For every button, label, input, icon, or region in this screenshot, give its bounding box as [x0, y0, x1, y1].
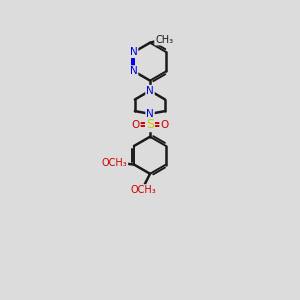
Text: O: O [160, 120, 168, 130]
Text: S: S [146, 118, 154, 131]
Text: OCH₃: OCH₃ [102, 158, 127, 168]
Text: N: N [146, 109, 154, 119]
Text: N: N [130, 47, 137, 57]
Text: OCH₃: OCH₃ [131, 185, 157, 195]
Text: N: N [146, 86, 154, 96]
Text: N: N [130, 66, 137, 76]
Text: O: O [132, 120, 140, 130]
Text: CH₃: CH₃ [155, 34, 173, 45]
